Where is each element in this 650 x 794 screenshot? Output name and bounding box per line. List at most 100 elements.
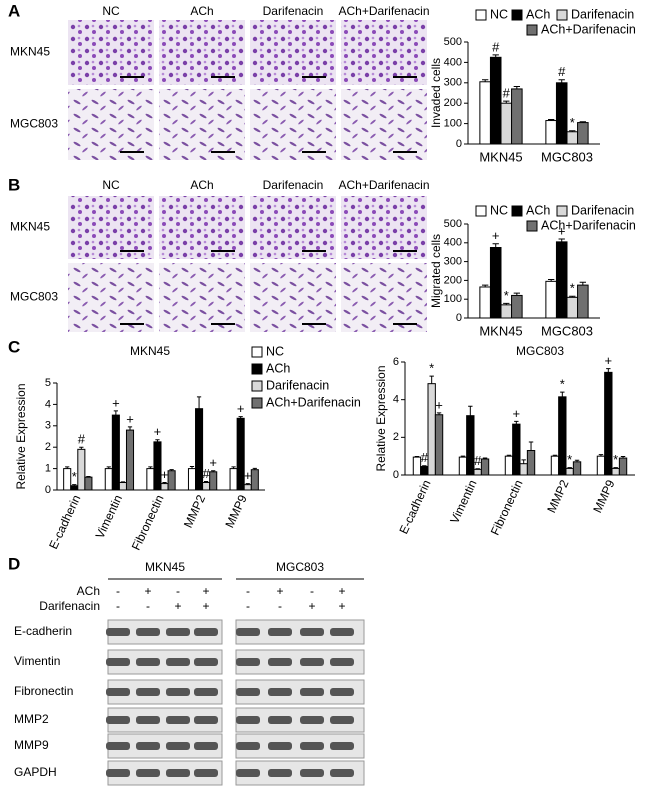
legend-swatch: [556, 205, 568, 217]
blot-band: [194, 658, 218, 666]
blot-band: [194, 716, 218, 724]
column-label: NC: [102, 4, 120, 18]
y-axis-label: Migrated cells: [429, 234, 443, 308]
blot-band: [236, 716, 260, 724]
error-bar: [113, 410, 118, 416]
significance-mark: +: [492, 228, 500, 243]
micrograph: [159, 20, 245, 85]
blot-band: [330, 769, 354, 777]
significance-mark: #: [203, 466, 211, 481]
bar: [229, 468, 238, 491]
x-tick-label: MKN45: [479, 323, 522, 338]
treatment-sign: +: [144, 584, 151, 598]
blot-band: [136, 716, 160, 724]
blot-band: [106, 688, 130, 696]
error-bar: [72, 484, 77, 486]
x-tick-label: MGC803: [541, 149, 593, 164]
treatment-sign: -: [246, 599, 250, 613]
significance-mark: +: [513, 406, 521, 421]
bar: [243, 484, 252, 491]
bar: [420, 466, 429, 476]
panel-label: D: [8, 554, 20, 573]
error-bar: [481, 79, 489, 82]
protein-label: MMP2: [14, 712, 49, 726]
significance-mark: #: [503, 86, 511, 101]
treatment-sign: +: [202, 584, 209, 598]
treatment-sign: +: [308, 599, 315, 613]
bar: [104, 468, 113, 491]
significance-mark: +: [605, 353, 613, 368]
error-bar: [238, 416, 243, 419]
blot-band: [236, 628, 260, 636]
bar: [511, 88, 523, 145]
error-bar: [429, 375, 434, 384]
bar: [187, 468, 197, 491]
protein-label: GAPDH: [14, 765, 57, 779]
error-bar: [436, 412, 442, 415]
treatment-sign: +: [202, 599, 209, 613]
y-tick-label: 0: [45, 484, 51, 496]
significance-mark: *: [567, 452, 572, 467]
micrograph: [68, 263, 154, 332]
blot-band: [106, 769, 130, 777]
bar: [125, 429, 135, 491]
error-bar: [503, 100, 510, 104]
error-bar: [127, 426, 133, 431]
bar: [596, 455, 606, 476]
treatment-sign: +: [276, 584, 283, 598]
legend-label: ACh+Darifenacin: [541, 22, 636, 36]
legend-swatch: [475, 205, 487, 217]
row-label: MGC803: [10, 290, 58, 304]
y-tick-label: 500: [444, 36, 462, 48]
significance-mark: *: [560, 377, 565, 392]
x-tick-label: MMP9: [222, 492, 249, 530]
error-bar: [560, 391, 565, 397]
blot-band: [106, 742, 130, 750]
y-tick-label: 500: [444, 218, 462, 230]
legend-label: NC: [490, 203, 508, 217]
column-label: ACh: [190, 4, 213, 18]
y-tick-label: 3: [45, 420, 51, 432]
bar: [458, 456, 468, 476]
bar: [504, 455, 514, 476]
bar: [480, 458, 490, 476]
micrograph: [250, 89, 336, 160]
blot-band: [268, 769, 292, 777]
legend-label: Darifenacin: [571, 7, 634, 21]
significance-mark: +: [435, 397, 443, 412]
y-tick-label: 100: [444, 118, 462, 130]
bar: [63, 468, 72, 491]
treatment-label: Darifenacin: [39, 599, 100, 613]
error-bar: [245, 483, 250, 485]
bar: [84, 476, 93, 491]
treatment-label: ACh: [77, 584, 100, 598]
blot-band: [166, 628, 190, 636]
y-tick-label: 0: [456, 312, 462, 324]
bar: [489, 56, 502, 145]
protein-label: E-cadherin: [14, 624, 72, 638]
y-tick-label: 400: [444, 237, 462, 249]
blot-band: [166, 742, 190, 750]
y-axis-label: Relative Expression: [14, 383, 28, 489]
error-bar: [569, 295, 576, 298]
bar: [250, 469, 259, 491]
bar: [160, 483, 169, 491]
micrograph: [250, 196, 336, 259]
legend-swatch: [475, 9, 487, 21]
error-bar: [503, 302, 510, 305]
blot-band: [268, 716, 292, 724]
error-bar: [148, 466, 153, 469]
x-tick-label: MGC803: [541, 323, 593, 338]
column-label: Darifenacin: [263, 4, 324, 18]
bar: [566, 296, 579, 319]
y-tick-label: 5: [45, 377, 51, 389]
error-bar: [211, 470, 216, 472]
error-bar: [552, 454, 558, 457]
bar: [146, 468, 155, 491]
error-bar: [521, 459, 526, 464]
blot-band: [268, 628, 292, 636]
significance-mark: +: [126, 411, 134, 426]
row-label: MGC803: [10, 117, 58, 131]
bar: [572, 461, 582, 476]
